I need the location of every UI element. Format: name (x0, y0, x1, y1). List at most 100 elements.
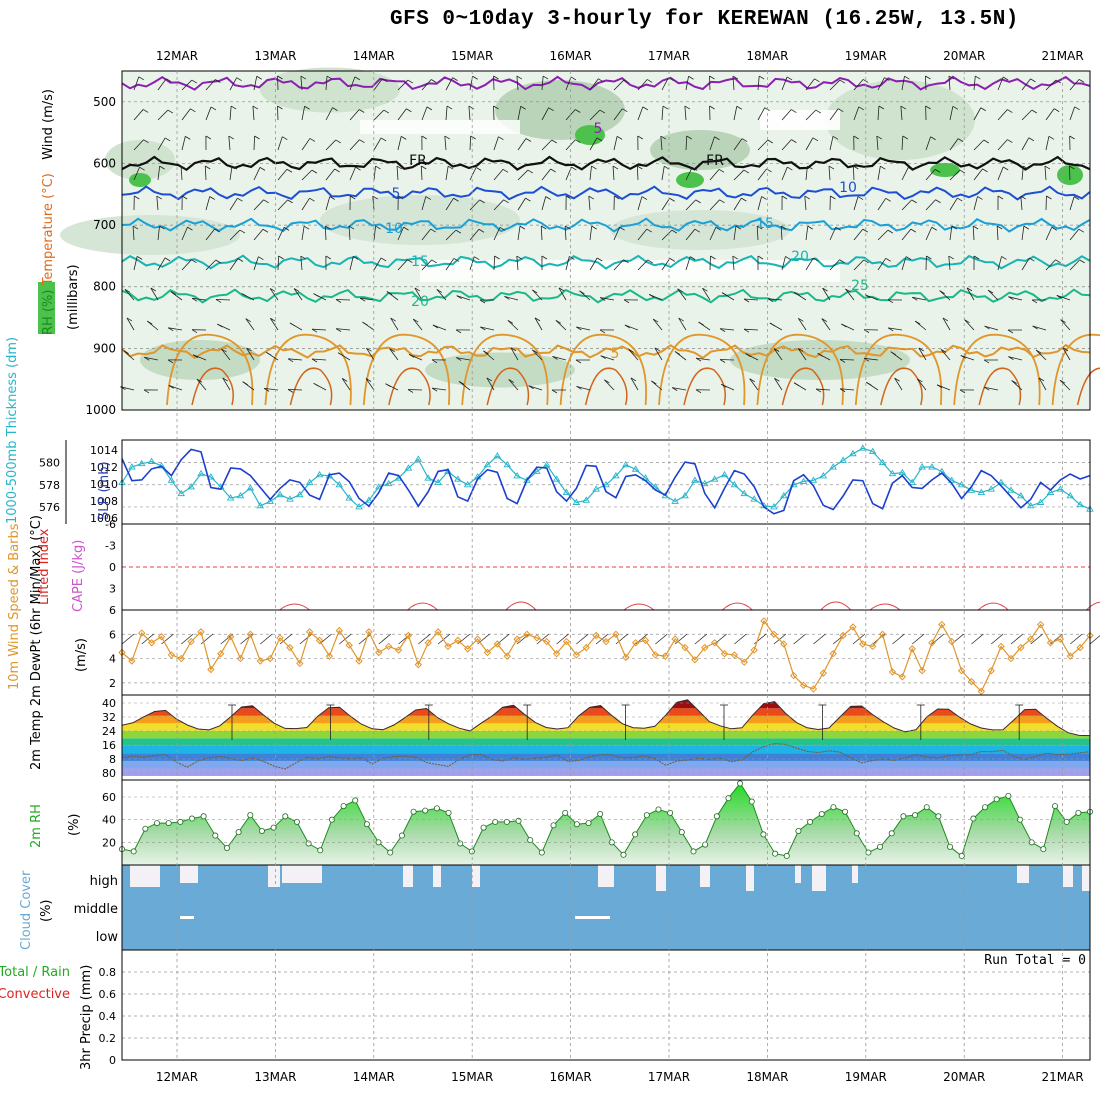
wind-barb-flag (662, 105, 669, 110)
rh2m-point (597, 811, 604, 818)
wind-barb-flag (166, 78, 172, 83)
wind-barb (486, 377, 495, 391)
dewpoint-line (121, 742, 1091, 770)
wind-barb (925, 169, 936, 181)
wind-barb (205, 259, 217, 271)
wind-barb (864, 357, 879, 361)
thickness-point (631, 465, 640, 472)
wind-tick-label: 2 (109, 677, 116, 690)
wind-barb (877, 198, 887, 211)
wind-barb (853, 196, 859, 211)
wind10m-point (928, 639, 936, 647)
wind-barb-flag (774, 377, 780, 382)
wind-barb (589, 257, 598, 271)
thickness-point (839, 456, 847, 463)
wind-barb-flag (270, 317, 276, 322)
wind-barb (469, 228, 480, 241)
wind-barb-flag (983, 139, 990, 144)
wind-barb (325, 76, 328, 91)
rh2m-point (562, 809, 569, 816)
wind-ylabel: 10m Wind Speed & Barbs (7, 523, 22, 690)
wind-barb-flag (853, 135, 859, 140)
wind-barb-flag (287, 199, 293, 204)
thickness-point (918, 463, 926, 470)
wind-barb (565, 76, 572, 91)
wind-barb (1038, 377, 1047, 391)
rh2m-point (492, 818, 499, 825)
wind-barb-flag (845, 288, 851, 293)
wind-barb-flag (828, 165, 835, 170)
wind-barb (1069, 106, 1076, 121)
slp-tick-label: 1012 (90, 461, 118, 474)
wind10m-barb (971, 633, 984, 645)
thickness-point (552, 475, 561, 482)
wind-barb-flag (210, 106, 217, 111)
isotherm-15 (121, 254, 1091, 270)
wind-barb-flag (719, 359, 726, 363)
wind-barb-flag (1011, 380, 1017, 384)
wind-barb (829, 79, 841, 91)
wind10m-point (918, 667, 926, 675)
cloud-gap-mid (575, 916, 610, 919)
wind-barb (756, 226, 759, 241)
wind-barb-flag (181, 195, 188, 200)
wind-barb (445, 77, 453, 91)
wind-barb-flag (191, 329, 198, 334)
wind-barb-flag (156, 195, 162, 200)
wind-barb-flag (821, 318, 828, 322)
wind-barb-flag (150, 287, 157, 292)
wind-barb (973, 139, 985, 151)
wind-barb (749, 378, 759, 391)
wind-barb (421, 106, 428, 121)
wind-barb (720, 328, 735, 331)
wind-barb (925, 227, 933, 241)
rh-patch (495, 80, 625, 140)
wind-barb (780, 226, 783, 241)
upper-ylabel2: (millibars) (66, 264, 81, 330)
wind-barb (288, 358, 303, 361)
wind-barb-flag (337, 352, 344, 357)
rh2m-point (912, 812, 919, 819)
rh2m-point (958, 852, 965, 859)
thickness-point (286, 495, 294, 502)
thickness-point (434, 478, 442, 486)
wind-barb-flag (732, 75, 739, 80)
precip-tick-label: 0 (109, 1054, 116, 1067)
lifted-index-bump (407, 602, 438, 611)
thickness-point (493, 452, 502, 459)
wind-barb-flag (551, 389, 558, 394)
rh2m-point (620, 851, 627, 858)
wind-barb-flag (651, 380, 657, 385)
thickness-point (384, 479, 393, 487)
wind10m-barb (181, 633, 194, 645)
wind-barb-flag (143, 389, 150, 394)
wind-barb (373, 78, 383, 91)
wind-barb-flag (470, 135, 476, 140)
wind-barb-flag (365, 378, 372, 382)
rh2m-point (317, 847, 324, 854)
temp-tick-label: 80 (102, 767, 116, 780)
wind-barb-flag (1048, 135, 1055, 140)
wind-barb (829, 259, 840, 271)
wind-barb-flag (446, 105, 453, 110)
thickness-point (207, 473, 215, 480)
wind-barb (613, 227, 621, 241)
rh-high-patch (676, 172, 704, 188)
upper-ylabel-part: RH (%) (41, 290, 56, 335)
wind-barb (123, 350, 135, 361)
wind-barb (245, 318, 255, 331)
wind-barb (1069, 79, 1080, 91)
wind-barb-flag (691, 167, 698, 171)
wind-barb-flag (960, 355, 966, 359)
wind-barb-flag (144, 356, 150, 361)
wind-barb-flag (942, 317, 949, 322)
wind-barb-flag (413, 318, 419, 323)
wind-barb (445, 229, 457, 241)
temp-band (122, 760, 1090, 769)
wind-barb-flag (447, 165, 454, 170)
wind-barb-flag (862, 228, 869, 233)
thickness-point (325, 472, 334, 479)
wind-barb-flag (1069, 165, 1075, 170)
wind-barb-flag (767, 139, 774, 144)
wind-barb (287, 388, 303, 391)
